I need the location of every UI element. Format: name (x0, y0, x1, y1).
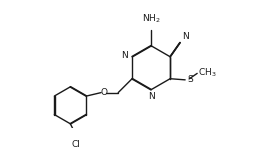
Text: N: N (121, 51, 128, 60)
Text: N: N (148, 92, 154, 102)
Text: N: N (182, 32, 188, 41)
Text: Cl: Cl (72, 140, 81, 148)
Text: NH$_2$: NH$_2$ (142, 13, 161, 25)
Text: O: O (100, 88, 107, 97)
Text: S: S (187, 75, 193, 84)
Text: CH$_3$: CH$_3$ (198, 67, 217, 79)
